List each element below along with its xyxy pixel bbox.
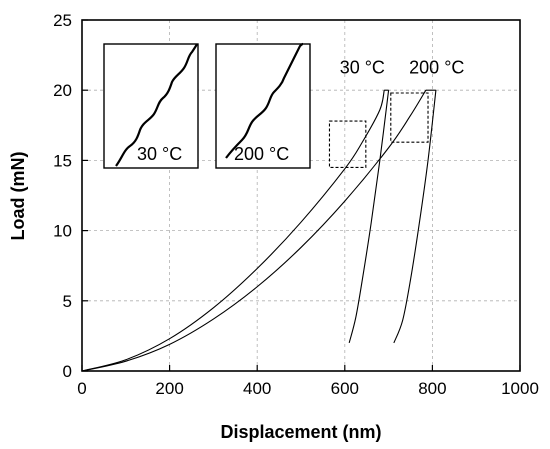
inset-200c: 200 °C [215,42,311,169]
y-axis-title: Load (mN) [8,152,28,241]
highlight-boxes [328,92,429,168]
inset-30c: 30 °C [103,43,199,169]
x-tick-label-3: 600 [331,379,359,398]
plot-frame [81,19,521,372]
x-tick-label-0: 0 [77,379,86,398]
series-0-unloading-curve [348,90,390,344]
series-0-loading-curve [81,90,385,372]
x-tick-label-2: 400 [243,379,271,398]
curves [81,89,437,372]
y-tick-label-0: 0 [63,362,72,381]
y-tick-label-1: 5 [63,292,72,311]
y-tick-label-5: 25 [53,11,72,30]
x-tick-label-5: 1000 [501,379,539,398]
x-tick-label-1: 200 [155,379,183,398]
axis-ticks: 0 200 400 600 800 1000 0 5 10 15 20 25 [53,11,539,398]
inset-200c-frame [215,43,311,169]
inset-200c-curve [225,42,304,159]
inset-200c-label: 200 °C [234,144,289,164]
x-axis-title: Displacement (nm) [220,422,381,442]
y-tick-label-4: 20 [53,81,72,100]
series-1-loading-curve [81,89,427,372]
annotation-30c: 30 °C [340,57,385,77]
highlight-box-0 [328,120,367,168]
y-tick-label-3: 15 [53,151,72,170]
series-1-unloading-curve [393,90,437,344]
y-tick-label-2: 10 [53,222,72,241]
inset-30c-label: 30 °C [137,144,182,164]
annotation-200c: 200 °C [409,57,464,77]
inset-30c-frame [103,43,199,169]
x-tick-label-4: 800 [418,379,446,398]
highlight-box-1 [390,92,429,143]
inset-30c-curve [115,43,198,167]
